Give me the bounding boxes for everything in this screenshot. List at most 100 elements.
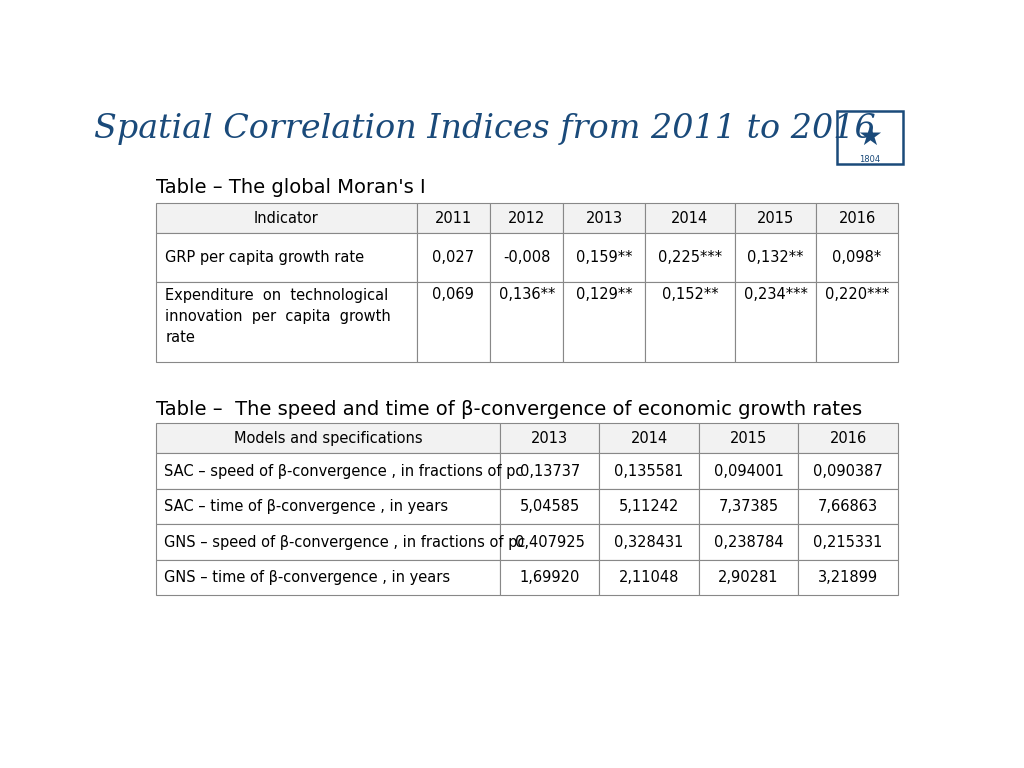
Text: Spatial Correlation Indices from 2011 to 2016: Spatial Correlation Indices from 2011 to…: [94, 113, 876, 145]
Text: 0,13737: 0,13737: [519, 464, 580, 478]
Text: 0,136**: 0,136**: [499, 286, 555, 302]
Text: innovation  per  capita  growth: innovation per capita growth: [165, 309, 391, 324]
Text: 2016: 2016: [829, 431, 866, 445]
Text: 0,152**: 0,152**: [662, 286, 718, 302]
Bar: [500, 453, 599, 489]
Bar: [563, 203, 645, 233]
Bar: [156, 453, 500, 489]
Bar: [563, 282, 645, 362]
Text: 2013: 2013: [531, 431, 568, 445]
Bar: [500, 489, 599, 525]
Text: 1,69920: 1,69920: [519, 570, 580, 585]
Text: 0,159**: 0,159**: [575, 250, 633, 265]
Text: 0,094001: 0,094001: [714, 464, 783, 478]
Bar: [816, 203, 898, 233]
Text: 1804: 1804: [859, 155, 881, 164]
Text: 0,129**: 0,129**: [575, 286, 633, 302]
Text: 5,04585: 5,04585: [519, 499, 580, 515]
Bar: [599, 453, 699, 489]
Text: GRP per capita growth rate: GRP per capita growth rate: [165, 250, 365, 265]
Bar: [734, 282, 816, 362]
Bar: [799, 525, 898, 560]
Bar: [156, 525, 500, 560]
Bar: [156, 282, 417, 362]
Bar: [699, 489, 799, 525]
Text: -0,008: -0,008: [503, 250, 551, 265]
Bar: [645, 282, 734, 362]
Bar: [500, 525, 599, 560]
Bar: [500, 560, 599, 595]
Text: GNS – speed of β-convergence , in fractions of pc: GNS – speed of β-convergence , in fracti…: [164, 535, 525, 550]
Bar: [599, 489, 699, 525]
Bar: [156, 233, 417, 282]
Text: rate: rate: [165, 330, 196, 345]
Text: 2014: 2014: [631, 431, 668, 445]
Text: SAC – time of β-convergence , in years: SAC – time of β-convergence , in years: [164, 499, 447, 515]
Text: 0,098*: 0,098*: [833, 250, 882, 265]
Text: 0,407925: 0,407925: [515, 535, 585, 550]
Bar: [599, 525, 699, 560]
Bar: [699, 453, 799, 489]
Bar: [490, 282, 563, 362]
Text: 2012: 2012: [508, 210, 546, 226]
Bar: [156, 203, 417, 233]
Bar: [799, 422, 898, 453]
Text: 2015: 2015: [757, 210, 794, 226]
Bar: [156, 560, 500, 595]
Text: 2,11048: 2,11048: [618, 570, 679, 585]
Text: Table –  The speed and time of β-convergence of economic growth rates: Table – The speed and time of β-converge…: [156, 400, 862, 419]
Bar: [500, 422, 599, 453]
Text: Models and specifications: Models and specifications: [233, 431, 422, 445]
Text: 0,027: 0,027: [432, 250, 474, 265]
Bar: [417, 282, 490, 362]
Text: 2014: 2014: [672, 210, 709, 226]
Text: GNS – time of β-convergence , in years: GNS – time of β-convergence , in years: [164, 570, 450, 585]
Bar: [816, 233, 898, 282]
Bar: [816, 282, 898, 362]
Bar: [599, 560, 699, 595]
Bar: [734, 233, 816, 282]
Text: 7,66863: 7,66863: [818, 499, 879, 515]
Text: 0,238784: 0,238784: [714, 535, 783, 550]
Text: 2011: 2011: [435, 210, 472, 226]
Text: 0,132**: 0,132**: [748, 250, 804, 265]
Bar: [645, 233, 734, 282]
Text: 2016: 2016: [839, 210, 876, 226]
Text: 2015: 2015: [730, 431, 767, 445]
Bar: [490, 233, 563, 282]
Bar: [699, 422, 799, 453]
Text: 0,090387: 0,090387: [813, 464, 883, 478]
Text: SAC – speed of β-convergence , in fractions of pc: SAC – speed of β-convergence , in fracti…: [164, 464, 523, 478]
Text: 0,225***: 0,225***: [657, 250, 722, 265]
Text: ★: ★: [857, 123, 883, 151]
Text: 0,069: 0,069: [432, 286, 474, 302]
Text: 0,215331: 0,215331: [813, 535, 883, 550]
Text: 0,328431: 0,328431: [614, 535, 684, 550]
Text: 5,11242: 5,11242: [618, 499, 679, 515]
Bar: [490, 203, 563, 233]
Bar: [417, 233, 490, 282]
Bar: [563, 233, 645, 282]
Text: 2,90281: 2,90281: [719, 570, 779, 585]
Text: Expenditure  on  technological: Expenditure on technological: [165, 288, 388, 303]
Text: 0,220***: 0,220***: [825, 286, 889, 302]
Bar: [156, 422, 500, 453]
Bar: [417, 203, 490, 233]
Bar: [699, 525, 799, 560]
Bar: [799, 489, 898, 525]
Bar: [734, 203, 816, 233]
Text: 2013: 2013: [586, 210, 623, 226]
Bar: [799, 560, 898, 595]
Bar: [156, 489, 500, 525]
Bar: [599, 422, 699, 453]
Text: Table – The global Moran's I: Table – The global Moran's I: [156, 178, 425, 197]
Text: 7,37385: 7,37385: [719, 499, 778, 515]
Bar: [699, 560, 799, 595]
Bar: [645, 203, 734, 233]
Text: 0,234***: 0,234***: [743, 286, 807, 302]
Text: 3,21899: 3,21899: [818, 570, 879, 585]
FancyBboxPatch shape: [838, 111, 902, 164]
Bar: [799, 453, 898, 489]
Text: Indicator: Indicator: [254, 210, 318, 226]
Text: 0,135581: 0,135581: [614, 464, 684, 478]
